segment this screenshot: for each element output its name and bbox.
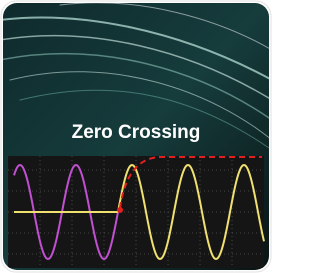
card-content: Zero Crossing <box>0 3 272 270</box>
card[interactable]: Zero Crossing <box>0 0 272 273</box>
title: Zero Crossing <box>72 122 201 143</box>
page: {"title": "Zero Crossing"} Zero Crossing… <box>0 0 272 273</box>
zero-point <box>117 207 123 213</box>
